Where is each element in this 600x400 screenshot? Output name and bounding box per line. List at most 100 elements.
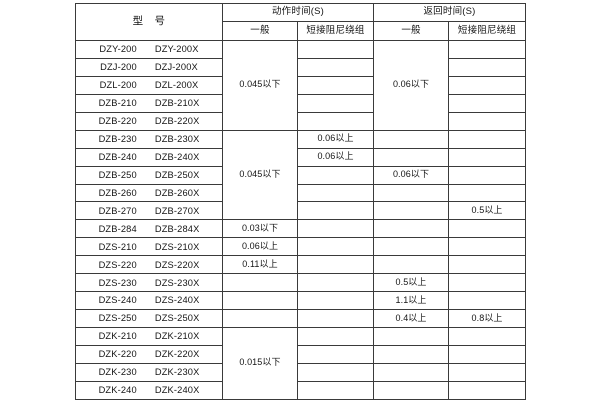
model-code-primary: DZB-260 [98, 187, 137, 198]
cell-operating-time-damping-winding [296, 309, 375, 328]
model-code-primary: DZK-230 [98, 367, 137, 378]
cell-model: DZK-240 DZK-240X [75, 380, 223, 400]
cell-operating-time-general [222, 309, 298, 328]
cell-model: DZB-260 DZB-260X [75, 183, 223, 203]
cell-model: DZS-250 DZS-250X [75, 309, 223, 328]
model-code-primary: DZS-240 [98, 295, 137, 306]
model-code-variant: DZK-210X [154, 331, 200, 342]
cell-model: DZJ-200 DZJ-200X [75, 57, 223, 77]
column-header-return-general: 一般 [373, 21, 450, 41]
column-header-operating-general: 一般 [222, 21, 298, 41]
cell-return-time-general [373, 362, 450, 382]
model-code-primary: DZY-200 [99, 44, 137, 55]
model-code-primary: DZL-200 [99, 80, 137, 91]
cell-operating-time-general: 0.03以下 [222, 219, 298, 239]
cell-operating-time-damping-winding: 0.06以上 [296, 129, 375, 149]
cell-model: DZB-240 DZB-240X [75, 147, 223, 167]
cell-operating-time-general [222, 273, 298, 293]
model-code-variant: DZB-260X [154, 187, 200, 198]
model-code-variant: DZB-240X [154, 151, 200, 162]
cell-return-time-damping-winding [448, 75, 527, 95]
cell-return-time-general: 0.5以上 [373, 273, 450, 293]
cell-operating-time-damping-winding [296, 344, 375, 364]
table-row: DZB-260 DZB-260X [75, 183, 527, 203]
model-code-variant: DZS-230X [154, 277, 200, 288]
relay-timing-specification-table: 型 号 动作时间(S) 返回时间(S) 一般 短接阻尼绕组 一般 短接阻尼绕组 … [75, 3, 527, 400]
cell-operating-time-damping-winding [296, 40, 375, 59]
table-row: DZS-220 DZS-220X 0.11以上 [75, 255, 527, 275]
model-code-variant: DZJ-200X [154, 62, 198, 73]
cell-operating-time-damping-winding [296, 255, 375, 275]
cell-return-time-damping-winding [448, 291, 527, 311]
header-row-sub: 一般 短接阻尼绕组 一般 短接阻尼绕组 [76, 21, 527, 41]
table-row: DZB-270 DZB-270X 0.5以上 [75, 201, 527, 221]
cell-return-time-general [373, 327, 450, 346]
cell-operating-time-damping-winding [296, 291, 375, 311]
table-row: DZB-230 DZB-230X 0.045以下 0.06以上 [75, 129, 527, 221]
cell-operating-time-damping-winding [296, 273, 375, 293]
model-code-primary: DZK-210 [98, 331, 137, 342]
cell-return-time-damping-winding [448, 273, 527, 293]
model-code-primary: DZB-230 [98, 134, 137, 145]
cell-return-time-damping-winding [448, 57, 527, 77]
table-row: DZB-284 DZB-284X 0.03以下 [75, 219, 527, 239]
model-code-variant: DZB-250X [154, 169, 200, 180]
table-row: DZY-200 DZY-200X 0.045以下 0.06以下 [75, 40, 527, 131]
table-row: DZB-220 DZB-220X [75, 111, 527, 131]
cell-model: DZK-220 DZK-220X [75, 344, 223, 364]
cell-model: DZS-220 DZS-220X [75, 255, 223, 275]
table-row: DZK-230 DZK-230X [75, 362, 527, 382]
cell-return-time-damping-winding [448, 111, 527, 131]
cell-operating-time-damping-winding [296, 93, 375, 113]
cell-operating-time-damping-winding: 0.06以上 [296, 147, 375, 167]
model-code-primary: DZB-250 [98, 169, 137, 180]
column-header-operating-time: 动作时间(S) [221, 3, 375, 22]
cell-return-time-damping-winding [448, 93, 527, 113]
cell-operating-time-general: 0.045以下 [222, 40, 298, 131]
table-row: DZS-210 DZS-210X 0.06以上 [75, 237, 527, 257]
model-code-primary: DZK-220 [98, 349, 137, 360]
cell-return-time-damping-winding: 0.8以上 [448, 309, 527, 328]
model-code-variant: DZL-200X [154, 80, 199, 91]
table-row: DZB-240 DZB-240X 0.06以上 [75, 147, 527, 167]
cell-return-time-general [373, 147, 450, 167]
cell-return-time-general [373, 129, 450, 149]
cell-return-time-general: 1.1以上 [373, 291, 450, 311]
cell-return-time-damping-winding [448, 147, 527, 167]
cell-operating-time-damping-winding [296, 380, 375, 400]
model-code-variant: DZS-240X [154, 295, 200, 306]
cell-model: DZB-220 DZB-220X [75, 111, 223, 131]
cell-operating-time-general: 0.015以下 [222, 327, 298, 400]
model-code-variant: DZB-284X [154, 223, 200, 234]
model-code-variant: DZB-270X [154, 205, 200, 216]
cell-model: DZB-210 DZB-210X [75, 93, 223, 113]
cell-return-time-general [373, 219, 450, 239]
cell-operating-time-general [222, 291, 298, 311]
cell-return-time-damping-winding: 0.5以上 [448, 201, 527, 221]
table-row: DZK-220 DZK-220X [75, 344, 527, 364]
model-code-primary: DZB-284 [98, 223, 137, 234]
cell-return-time-damping-winding [448, 183, 527, 203]
model-code-primary: DZS-220 [98, 259, 137, 270]
cell-model: DZL-200 DZL-200X [75, 75, 223, 95]
cell-model: DZK-210 DZK-210X [75, 327, 223, 346]
cell-return-time-damping-winding [448, 344, 527, 364]
table-row: DZB-250 DZB-250X 0.06以下 [75, 165, 527, 185]
cell-model: DZS-210 DZS-210X [75, 237, 223, 257]
column-header-return-time: 返回时间(S) [373, 3, 527, 22]
cell-operating-time-damping-winding [296, 183, 375, 203]
column-header-operating-damping: 短接阻尼绕组 [296, 21, 375, 41]
model-code-primary: DZK-240 [98, 385, 137, 396]
table-row: DZL-200 DZL-200X [75, 75, 527, 95]
cell-model: DZB-284 DZB-284X [75, 219, 223, 239]
cell-return-time-damping-winding [448, 380, 527, 400]
column-header-return-damping: 短接阻尼绕组 [448, 21, 527, 41]
model-code-variant: DZS-220X [154, 259, 200, 270]
table-row: DZS-240 DZS-240X 1.1以上 [75, 291, 527, 311]
cell-return-time-damping-winding [448, 165, 527, 185]
cell-operating-time-damping-winding [296, 201, 375, 221]
cell-return-time-damping-winding [448, 362, 527, 382]
model-code-variant: DZB-230X [154, 134, 200, 145]
model-code-primary: DZB-220 [98, 116, 137, 127]
